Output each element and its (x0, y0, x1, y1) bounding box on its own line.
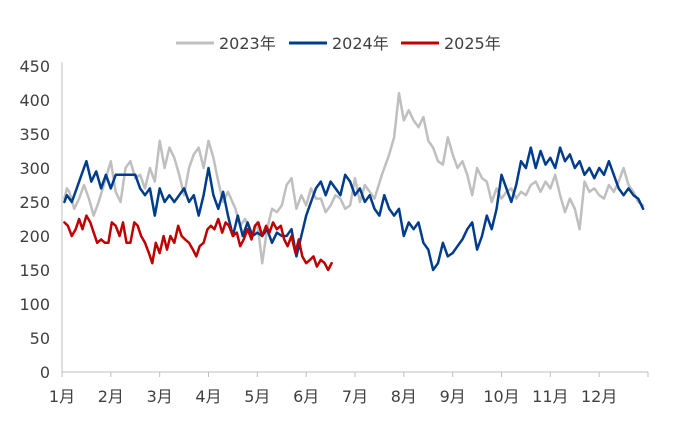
legend: 2023年 2024年 2025年 (176, 34, 501, 53)
x-tick-label: 7月 (342, 387, 368, 406)
y-tick-label: 250 (19, 193, 50, 212)
x-tick-label: 4月 (195, 387, 221, 406)
y-tick-label: 200 (19, 227, 50, 246)
x-tick-label: 1月 (49, 387, 75, 406)
x-tick-label: 9月 (440, 387, 466, 406)
y-tick-label: 350 (19, 125, 50, 144)
x-tick-label: 2月 (98, 387, 124, 406)
x-tick-label: 8月 (391, 387, 417, 406)
legend-label: 2023年 (219, 34, 276, 53)
y-tick-label: 50 (30, 329, 50, 348)
x-tick-label: 3月 (147, 387, 173, 406)
x-axis: 1月 2月 3月 4月 5月 6月 7月 8月 9月 10月 11月 12月 (49, 371, 649, 406)
series-line-2 (63, 146, 645, 272)
x-tick-label: 11月 (532, 387, 568, 406)
y-tick-label: 0 (40, 363, 50, 382)
y-tick-label: 100 (19, 295, 50, 314)
x-tick-label: 10月 (483, 387, 519, 406)
legend-label: 2025年 (444, 34, 501, 53)
series-group (63, 91, 645, 272)
y-tick-label: 300 (19, 159, 50, 178)
y-tick-label: 450 (19, 57, 50, 76)
legend-label: 2024年 (332, 34, 389, 53)
x-tick-label: 6月 (293, 387, 319, 406)
series-line-3 (63, 214, 333, 272)
y-axis: 0 50 100 150 200 250 300 350 400 450 (19, 57, 63, 382)
x-tick-label: 12月 (581, 387, 617, 406)
series-line-1 (63, 91, 645, 265)
y-tick-label: 150 (19, 261, 50, 280)
x-tick-label: 5月 (244, 387, 270, 406)
y-tick-label: 400 (19, 91, 50, 110)
